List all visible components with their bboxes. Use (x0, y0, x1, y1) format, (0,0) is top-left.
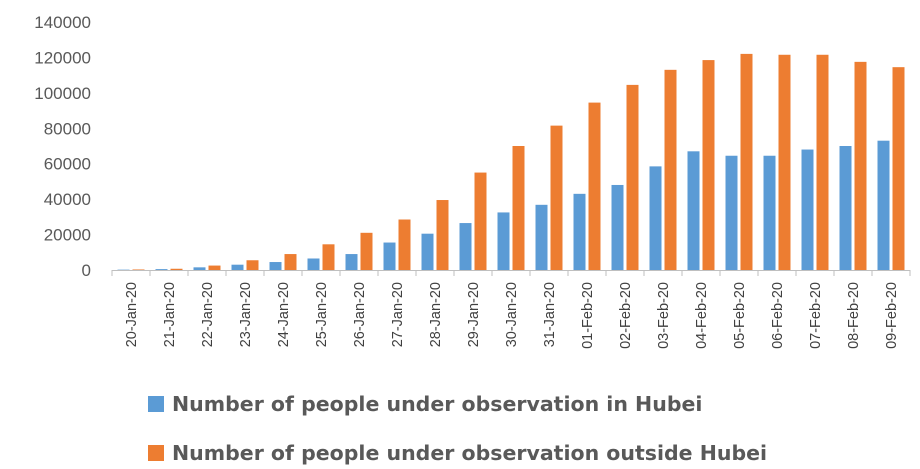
x-tick-label: 09-Feb-20 (884, 282, 900, 349)
x-tick-label: 23-Jan-20 (238, 282, 254, 347)
x-tick-label: 28-Jan-20 (428, 282, 444, 347)
bar-outside-hubei-26-Jan-20 (360, 232, 373, 270)
bar-hubei-09-Feb-20 (877, 140, 890, 270)
bar-outside-hubei-23-Jan-20 (246, 260, 259, 270)
legend-label-outside-hubei: Number of people under observation outsi… (172, 441, 768, 465)
bar-outside-hubei-22-Jan-20 (208, 265, 221, 270)
bar-hubei-05-Feb-20 (725, 155, 738, 270)
bar-outside-hubei-27-Jan-20 (398, 219, 411, 270)
bar-outside-hubei-20-Jan-20 (132, 269, 145, 270)
bar-hubei-26-Jan-20 (345, 254, 358, 270)
bar-outside-hubei-05-Feb-20 (740, 53, 753, 270)
bar-hubei-30-Jan-20 (497, 212, 510, 270)
bar-hubei-24-Jan-20 (269, 262, 282, 270)
x-tick-label: 04-Feb-20 (694, 282, 710, 349)
bar-hubei-01-Feb-20 (573, 193, 586, 270)
bar-outside-hubei-03-Feb-20 (664, 69, 677, 270)
bar-hubei-31-Jan-20 (535, 204, 548, 270)
bar-outside-hubei-09-Feb-20 (892, 67, 905, 270)
x-tick-label: 08-Feb-20 (846, 282, 862, 349)
y-tick-label: 100000 (34, 84, 91, 103)
bar-outside-hubei-01-Feb-20 (588, 102, 601, 270)
bar-hubei-21-Jan-20 (155, 269, 168, 270)
x-ticks-layer (111, 270, 911, 276)
legend-label-hubei: Number of people under observation in Hu… (172, 392, 703, 416)
x-tick-label: 22-Jan-20 (200, 282, 216, 347)
y-axis-labels: 0 20000 40000 60000 80000 100000 120000 140000 (34, 13, 91, 280)
x-tick-label: 27-Jan-20 (390, 282, 406, 347)
x-tick-label: 03-Feb-20 (656, 282, 672, 349)
x-tick-label: 01-Feb-20 (580, 282, 596, 349)
legend-swatch-outside-hubei (148, 445, 164, 461)
bar-hubei-08-Feb-20 (839, 146, 852, 270)
x-tick-label: 30-Jan-20 (504, 282, 520, 347)
bar-outside-hubei-06-Feb-20 (778, 54, 791, 270)
bar-hubei-02-Feb-20 (611, 184, 624, 270)
x-tick-label: 20-Jan-20 (124, 282, 140, 347)
x-tick-label: 06-Feb-20 (770, 282, 786, 349)
bar-hubei-25-Jan-20 (307, 258, 320, 270)
bar-hubei-03-Feb-20 (649, 166, 662, 270)
legend-swatch-hubei (148, 396, 164, 412)
bar-outside-hubei-25-Jan-20 (322, 244, 335, 270)
bar-outside-hubei-24-Jan-20 (284, 254, 297, 270)
bar-outside-hubei-28-Jan-20 (436, 200, 449, 270)
bars-layer (117, 53, 905, 271)
bar-hubei-23-Jan-20 (231, 264, 244, 270)
x-tick-label: 05-Feb-20 (732, 282, 748, 349)
x-tick-label: 21-Jan-20 (162, 282, 178, 347)
bar-hubei-27-Jan-20 (383, 242, 396, 270)
y-tick-label: 0 (82, 261, 91, 280)
x-tick-label: 31-Jan-20 (542, 282, 558, 347)
x-tick-label: 02-Feb-20 (618, 282, 634, 349)
x-axis-labels: 20-Jan-20 21-Jan-20 22-Jan-20 23-Jan-20 24-J… (124, 282, 900, 349)
y-tick-label: 120000 (34, 48, 91, 67)
bar-outside-hubei-08-Feb-20 (854, 61, 867, 270)
legend-item-outside-hubei: Number of people under observation outsi… (148, 441, 767, 465)
bar-hubei-04-Feb-20 (687, 151, 700, 270)
y-tick-label: 140000 (34, 13, 91, 32)
legend-item-hubei: Number of people under observation in Hu… (148, 392, 702, 416)
x-tick-label: 29-Jan-20 (466, 282, 482, 347)
y-tick-label: 20000 (44, 226, 91, 245)
bar-outside-hubei-21-Jan-20 (170, 268, 183, 270)
y-tick-label: 80000 (44, 119, 91, 138)
x-tick-label: 24-Jan-20 (276, 282, 292, 347)
bar-outside-hubei-02-Feb-20 (626, 84, 639, 270)
bar-outside-hubei-31-Jan-20 (550, 125, 563, 270)
bar-outside-hubei-30-Jan-20 (512, 146, 525, 270)
bar-hubei-22-Jan-20 (193, 267, 206, 270)
bar-hubei-28-Jan-20 (421, 233, 434, 270)
bar-hubei-29-Jan-20 (459, 223, 472, 270)
bar-hubei-07-Feb-20 (801, 149, 814, 270)
y-tick-label: 60000 (44, 155, 91, 174)
bar-outside-hubei-29-Jan-20 (474, 172, 487, 270)
x-tick-label: 25-Jan-20 (314, 282, 330, 347)
x-tick-label: 07-Feb-20 (808, 282, 824, 349)
x-tick-label: 26-Jan-20 (352, 282, 368, 347)
bar-outside-hubei-04-Feb-20 (702, 60, 715, 271)
bar-outside-hubei-07-Feb-20 (816, 54, 829, 270)
y-tick-label: 40000 (44, 190, 91, 209)
bar-hubei-06-Feb-20 (763, 155, 776, 270)
